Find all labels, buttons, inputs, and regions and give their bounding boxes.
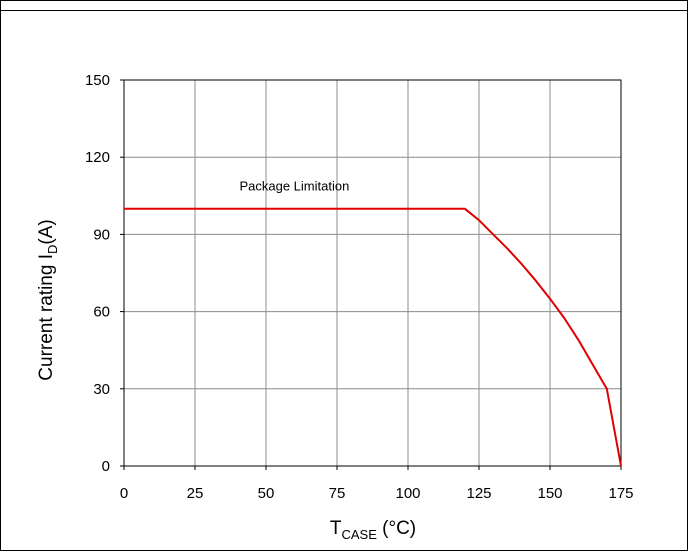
- x-tick-label: 150: [537, 485, 562, 502]
- annotation-label: Package Limitation: [239, 179, 349, 194]
- y-axis-title-subscript: D: [45, 245, 60, 254]
- x-tick-label: 0: [120, 485, 128, 502]
- annotation-group: Package Limitation: [239, 179, 349, 194]
- x-tick-label: 75: [329, 485, 346, 502]
- x-tick-label: 175: [608, 485, 633, 502]
- x-tick-label: 125: [466, 485, 491, 502]
- x-axis-ticks: 0 25 50 75 100 125 150 175: [120, 466, 634, 502]
- y-axis-ticks: 0 30 60 90 120 150: [85, 72, 124, 475]
- y-axis-title-main: Current rating I: [36, 254, 57, 381]
- x-axis-title-unit: (°C): [377, 518, 416, 539]
- x-tick-label: 100: [395, 485, 420, 502]
- y-tick-label: 30: [93, 381, 110, 398]
- plot-area-border: [123, 79, 622, 467]
- x-tick-label: 50: [258, 485, 275, 502]
- y-tick-label: 150: [85, 72, 110, 89]
- y-axis-title: Current rating ID(A): [36, 219, 60, 380]
- series-group: [124, 207, 622, 467]
- x-axis-title-main: T: [330, 518, 342, 539]
- frame-top-divider: [0, 10, 688, 11]
- y-tick-label: 90: [93, 226, 110, 243]
- y-tick-label: 120: [85, 149, 110, 166]
- x-tick-label: 25: [187, 485, 204, 502]
- y-tick-label: 60: [93, 304, 110, 321]
- y-tick-label: 0: [102, 458, 110, 475]
- y-axis-title-unit: (A): [36, 219, 57, 244]
- x-axis-title-subscript: CASE: [341, 527, 377, 542]
- x-axis-title: TCASE (°C): [330, 518, 416, 542]
- grid-lines: [123, 79, 622, 467]
- series-line-0: [124, 207, 622, 467]
